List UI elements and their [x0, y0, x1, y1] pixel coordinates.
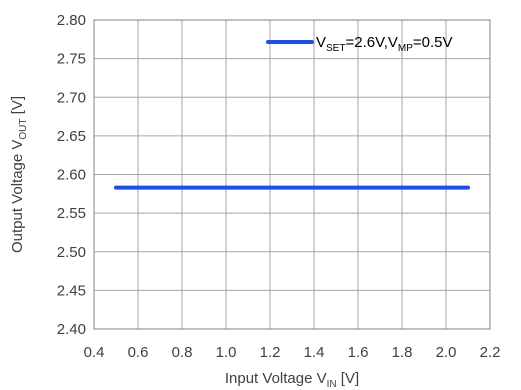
legend: VSET=2.6V,VMP=0.5V — [266, 34, 453, 54]
legend-p1: V — [316, 34, 326, 51]
x-axis-title: Input Voltage VIN [V] — [225, 370, 359, 390]
y-tick-label: 2.65 — [57, 128, 86, 145]
y-axis-title-sub: OUT — [18, 118, 29, 139]
y-tick-label: 2.45 — [57, 282, 86, 299]
y-axis-ticks: 2.80 2.75 2.70 2.65 2.60 2.55 2.50 2.45 2.40 — [57, 12, 86, 338]
y-tick-label: 2.40 — [57, 321, 86, 338]
plot-frame — [93, 19, 491, 330]
legend-label: VSET=2.6V,VMP=0.5V — [316, 34, 453, 54]
x-tick-label: 1.4 — [304, 344, 325, 361]
x-tick-label: 1.8 — [392, 344, 413, 361]
y-tick-label: 2.50 — [57, 244, 86, 261]
y-tick-label: 2.60 — [57, 167, 86, 184]
legend-sub-mp: MP — [398, 43, 413, 54]
x-tick-label: 0.4 — [84, 344, 105, 361]
y-tick-label: 2.80 — [57, 12, 86, 29]
grid — [93, 19, 491, 330]
x-tick-label: 0.6 — [128, 344, 149, 361]
y-axis-title: Output Voltage VOUT [V] — [9, 96, 29, 253]
x-tick-label: 2.2 — [480, 344, 501, 361]
x-axis-title-unit: [V] — [337, 370, 360, 387]
y-axis-title-main: Output Voltage V — [9, 140, 26, 253]
legend-sub-set: SET — [326, 43, 345, 54]
x-axis-title-sub: IN — [327, 379, 337, 390]
x-axis-title-main: Input Voltage V — [225, 370, 327, 387]
y-tick-label: 2.70 — [57, 89, 86, 106]
x-tick-label: 1.2 — [260, 344, 281, 361]
legend-p3: =0.5V — [413, 34, 453, 51]
y-tick-label: 2.75 — [57, 51, 86, 68]
y-tick-label: 2.55 — [57, 205, 86, 222]
x-tick-label: 0.8 — [172, 344, 193, 361]
x-tick-label: 1.0 — [216, 344, 237, 361]
x-tick-label: 1.6 — [348, 344, 369, 361]
x-axis-ticks: 0.4 0.6 0.8 1.0 1.2 1.4 1.6 1.8 2.0 2.2 — [84, 344, 501, 361]
x-tick-label: 2.0 — [436, 344, 457, 361]
y-axis-title-unit: [V] — [9, 96, 26, 119]
legend-p2: =2.6V,V — [345, 34, 397, 51]
